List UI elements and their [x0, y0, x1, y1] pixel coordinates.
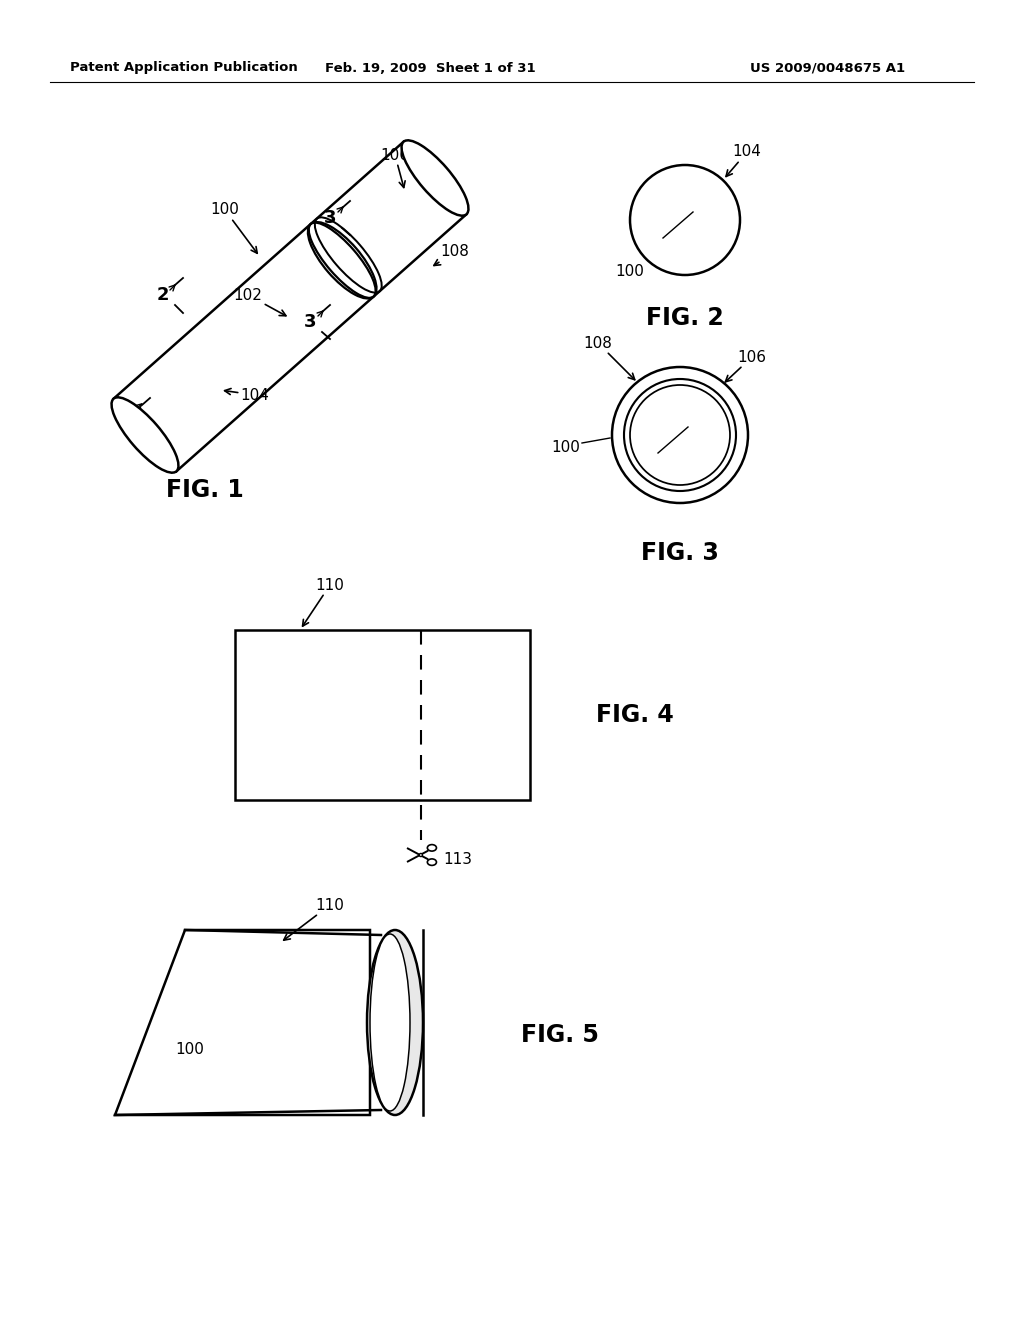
Polygon shape: [115, 931, 370, 1115]
Text: 110: 110: [302, 578, 344, 626]
Text: 3: 3: [304, 313, 316, 331]
Text: FIG. 5: FIG. 5: [521, 1023, 599, 1047]
Ellipse shape: [112, 397, 178, 473]
Text: US 2009/0048675 A1: US 2009/0048675 A1: [750, 62, 905, 74]
Text: 100: 100: [175, 1043, 204, 1057]
Text: FIG. 3: FIG. 3: [641, 541, 719, 565]
Text: FIG. 2: FIG. 2: [646, 306, 724, 330]
Text: 113: 113: [442, 853, 472, 867]
Text: 110: 110: [284, 898, 344, 940]
Text: 106: 106: [725, 350, 767, 381]
Text: 100: 100: [615, 264, 644, 280]
Ellipse shape: [367, 931, 423, 1115]
Text: 2: 2: [124, 407, 136, 424]
Text: 100: 100: [211, 202, 257, 253]
Text: FIG. 1: FIG. 1: [166, 478, 244, 502]
Text: 3: 3: [324, 209, 336, 227]
Ellipse shape: [370, 935, 410, 1111]
Text: 104: 104: [224, 388, 269, 403]
Text: Patent Application Publication: Patent Application Publication: [70, 62, 298, 74]
Text: 102: 102: [233, 288, 286, 315]
Ellipse shape: [309, 223, 375, 297]
Text: 104: 104: [726, 144, 762, 177]
Text: Feb. 19, 2009  Sheet 1 of 31: Feb. 19, 2009 Sheet 1 of 31: [325, 62, 536, 74]
Circle shape: [419, 854, 423, 857]
Ellipse shape: [401, 140, 468, 215]
Text: FIG. 4: FIG. 4: [596, 704, 674, 727]
Text: 100: 100: [551, 440, 580, 454]
Text: 108: 108: [584, 335, 635, 380]
Text: 2: 2: [157, 286, 169, 304]
Bar: [234, 630, 530, 800]
Text: 108: 108: [434, 244, 469, 265]
Text: 106: 106: [381, 148, 410, 187]
